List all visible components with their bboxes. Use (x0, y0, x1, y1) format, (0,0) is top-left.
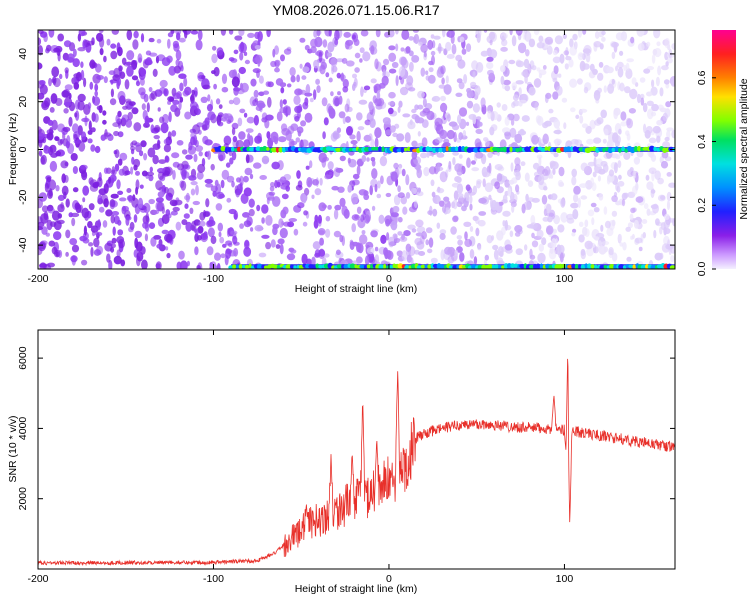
snr-y-ticks: 2000 4000 6000 (17, 346, 675, 510)
snr-panel: -200 -100 0 100 2000 4000 6000 Height of stra… (7, 329, 676, 595)
y-tick-label: 0 (17, 146, 29, 152)
colorbar-label: Normalized spectral amplitude (738, 78, 750, 219)
snr-series-line (38, 358, 675, 567)
snr-x-ticks: -200 -100 0 100 (27, 330, 573, 585)
y-tick-label: -40 (17, 237, 29, 252)
snr-frame (37, 329, 676, 570)
x-tick-label: -100 (203, 273, 224, 285)
x-tick-label: 0 (386, 573, 392, 585)
y-tick-label: 40 (17, 48, 29, 60)
y-tick-label: 2000 (17, 487, 29, 511)
colorbar-tick-label: 0.4 (696, 134, 708, 149)
colorbar-gradient (712, 30, 736, 269)
y-tick-label: -20 (17, 190, 29, 205)
figure-title: YM08.2026.071.15.06.R17 (272, 2, 440, 18)
x-tick-label: 100 (556, 273, 574, 285)
heatmap-features (211, 145, 675, 269)
heatmap-x-ticks: -200 -100 0 100 (27, 30, 573, 285)
colorbar-tick-label: 0.0 (696, 262, 708, 277)
x-tick-label: 100 (556, 573, 574, 585)
heatmap-y-axis-label: Frequency (Hz) (7, 113, 19, 185)
heatmap-y-ticks: -40 -20 0 20 40 (17, 48, 675, 253)
colorbar-tick-label: 0.6 (696, 70, 708, 85)
colorbar: 0.0 0.2 0.4 0.6 Normalized spectral amplitu… (696, 30, 750, 276)
x-tick-label: 0 (386, 273, 392, 285)
y-tick-label: 4000 (17, 417, 29, 441)
colorbar-tick-label: 0.2 (696, 198, 708, 213)
heatmap-x-axis-label: Height of straight line (km) (295, 283, 418, 295)
x-tick-label: -200 (27, 273, 48, 285)
x-tick-label: -200 (27, 573, 48, 585)
y-tick-label: 6000 (17, 346, 29, 370)
colorbar-ticks: 0.0 0.2 0.4 0.6 (696, 70, 716, 276)
snr-y-axis-label: SNR (10 * v/v) (7, 415, 19, 482)
x-tick-label: -100 (203, 573, 224, 585)
y-tick-label: 20 (17, 96, 29, 108)
snr-background (38, 330, 675, 569)
snr-x-axis-label: Height of straight line (km) (295, 583, 418, 595)
